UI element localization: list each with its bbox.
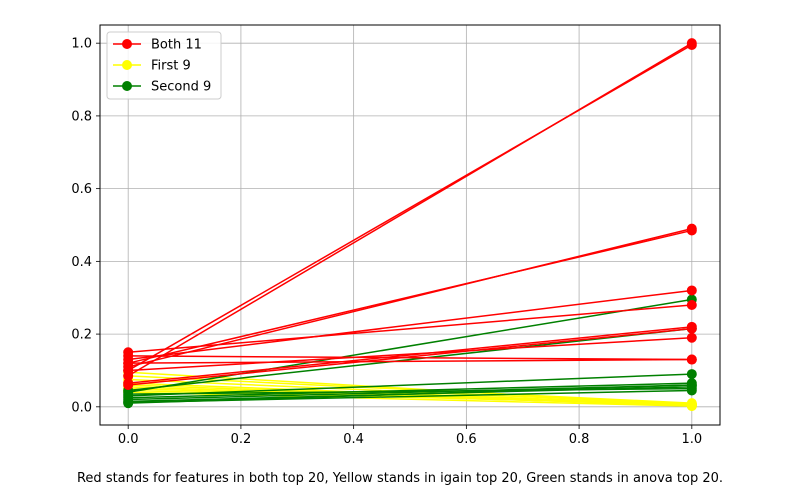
y-tick-label: 0.6	[71, 182, 92, 197]
x-tick-label: 0.4	[343, 432, 364, 447]
series-line-second-9	[128, 298, 692, 394]
series-line-both-11	[128, 229, 692, 364]
data-point-second-9	[686, 380, 697, 390]
legend-marker-first-9	[122, 60, 132, 70]
data-point-first-9	[686, 401, 697, 412]
series-line-both-11	[128, 358, 692, 364]
data-point-both-11	[686, 323, 697, 334]
legend-label-second-9: Second 9	[151, 80, 211, 95]
y-tick-label: 0.2	[71, 328, 92, 343]
y-tick-label: 0.4	[71, 255, 92, 270]
data-point-both-11	[686, 332, 697, 343]
legend-marker-both-11	[122, 39, 132, 49]
figure-caption: Red stands for features in both top 20, …	[76, 471, 723, 486]
data-point-both-11	[686, 300, 697, 310]
plot-frame	[99, 24, 721, 426]
axis-ticks: 0.0 0.2 0.4 0.6 0.8 1.0 0.0 0.2 0.4 0.6 0.8 1.0	[71, 37, 702, 447]
series-line-second-9	[128, 384, 692, 404]
series-line-both-11	[128, 304, 692, 354]
legend: Both 11 First 9 Second 9	[106, 31, 222, 100]
y-tick-label: 0.8	[71, 109, 92, 124]
series-line-both-11	[128, 326, 692, 384]
data-point-second-9	[686, 369, 697, 380]
data-point-both-11	[686, 225, 697, 236]
y-tick-label: 0.0	[71, 400, 92, 415]
x-tick-label: 0.6	[456, 432, 477, 447]
plot-lines	[123, 38, 697, 412]
y-tick-label: 1.0	[71, 37, 92, 52]
series-line-second-9	[128, 382, 692, 399]
series-line-both-11	[128, 355, 692, 361]
series-line-both-11	[128, 289, 692, 361]
series-line-second-9	[128, 327, 692, 392]
series-line-second-9	[128, 387, 692, 395]
data-point-second-9	[123, 389, 134, 400]
x-tick-label: 0.8	[569, 432, 590, 447]
legend-label-first-9: First 9	[151, 59, 191, 74]
data-point-both-11	[686, 40, 697, 50]
data-point-both-11	[686, 354, 697, 365]
legend-marker-second-9	[122, 81, 132, 91]
data-point-both-11	[123, 380, 134, 390]
data-point-second-9	[123, 398, 134, 409]
series-line-second-9	[128, 373, 692, 397]
series-line-both-11	[127, 44, 693, 372]
data-point-both-11	[686, 285, 697, 296]
legend-box	[106, 31, 222, 100]
legend-label-both-11: Both 11	[151, 38, 202, 53]
series-line-both-11	[128, 327, 692, 386]
x-tick-label: 0.2	[231, 432, 252, 447]
x-tick-label: 0.0	[118, 432, 139, 447]
data-point-both-11	[123, 365, 134, 376]
x-tick-label: 1.0	[681, 432, 702, 447]
series-line-both-11	[128, 336, 692, 372]
